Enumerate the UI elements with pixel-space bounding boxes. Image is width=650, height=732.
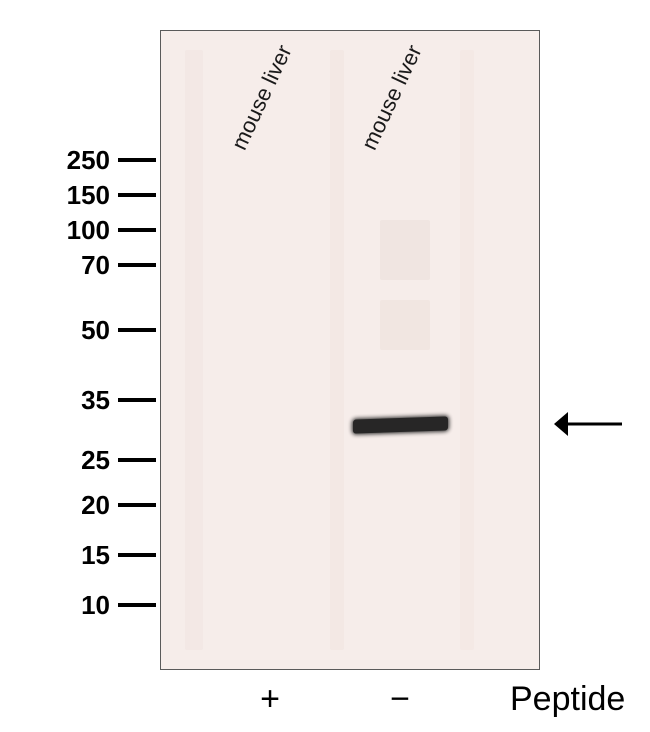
mw-tick (118, 328, 156, 332)
mw-tick (118, 458, 156, 462)
peptide-condition: + (250, 680, 290, 719)
blot-smear (460, 50, 474, 650)
mw-tick (118, 603, 156, 607)
mw-tick (118, 553, 156, 557)
mw-label: 100 (30, 215, 110, 246)
blot-smear (380, 220, 430, 280)
mw-label: 35 (30, 385, 110, 416)
blot-membrane (160, 30, 540, 670)
mw-tick (118, 228, 156, 232)
mw-tick (118, 158, 156, 162)
mw-label: 50 (30, 315, 110, 346)
mw-label: 150 (30, 180, 110, 211)
blot-smear (330, 50, 344, 650)
mw-label: 15 (30, 540, 110, 571)
western-blot-figure: 25015010070503525201510 mouse livermouse… (0, 0, 650, 732)
mw-tick (118, 503, 156, 507)
mw-label: 10 (30, 590, 110, 621)
mw-label: 70 (30, 250, 110, 281)
blot-smear (185, 50, 203, 650)
mw-label: 25 (30, 445, 110, 476)
mw-tick (118, 398, 156, 402)
mw-tick (118, 193, 156, 197)
peptide-axis-label: Peptide (510, 680, 625, 719)
peptide-condition: − (380, 680, 420, 719)
band-arrow-icon (552, 410, 626, 438)
mw-tick (118, 263, 156, 267)
mw-label: 20 (30, 490, 110, 521)
blot-smear (380, 300, 430, 350)
mw-label: 250 (30, 145, 110, 176)
